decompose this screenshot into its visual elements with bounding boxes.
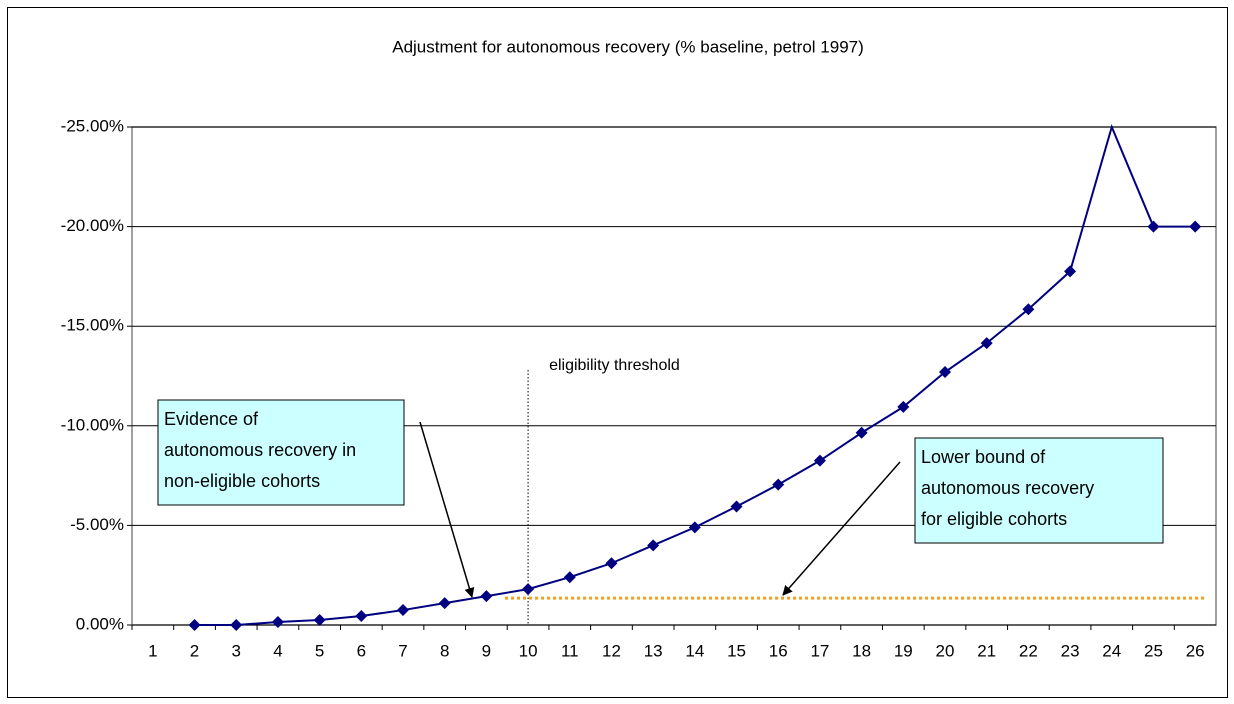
x-tick-label: 26 — [1186, 641, 1205, 660]
x-tick-label: 5 — [315, 641, 324, 660]
x-tick-label: 4 — [273, 641, 282, 660]
chart-border — [7, 7, 1228, 698]
annotation-box — [157, 399, 405, 506]
data-marker — [605, 557, 618, 570]
x-tick-label: 21 — [977, 641, 996, 660]
data-marker — [355, 610, 368, 623]
x-tick-label: 19 — [894, 641, 913, 660]
threshold-label: eligibility threshold — [549, 357, 680, 374]
data-marker — [855, 426, 868, 439]
annotation-text: non-eligible cohorts — [164, 471, 320, 491]
x-tick-label: 1 — [148, 641, 157, 660]
data-marker — [230, 619, 243, 631]
annotation-arrow — [782, 461, 901, 596]
annotation-text: Lower bound of — [921, 447, 1046, 467]
data-marker — [313, 614, 326, 627]
data-marker — [480, 590, 493, 603]
y-tick-label: -20.00% — [61, 216, 124, 235]
x-tick-label: 10 — [519, 641, 538, 660]
x-tick-label: 25 — [1144, 641, 1163, 660]
data-marker — [397, 604, 409, 617]
data-marker — [438, 597, 451, 610]
x-tick-label: 14 — [685, 641, 704, 660]
data-marker — [730, 500, 743, 513]
x-tick-label: 6 — [357, 641, 366, 660]
annotation-text: autonomous recovery — [921, 478, 1094, 498]
x-tick-label: 18 — [852, 641, 871, 660]
y-tick-label: -15.00% — [61, 316, 124, 335]
x-tick-label: 8 — [440, 641, 449, 660]
data-marker — [522, 583, 535, 596]
y-tick-label: -5.00% — [70, 515, 124, 534]
annotation-text: Evidence of — [164, 409, 259, 429]
data-marker — [939, 366, 951, 379]
data-marker — [772, 478, 785, 491]
data-marker — [1064, 265, 1077, 278]
data-marker — [980, 337, 993, 350]
x-tick-label: 13 — [644, 641, 663, 660]
y-tick-label: -25.00% — [61, 116, 124, 135]
x-tick-label: 12 — [602, 641, 621, 660]
x-tick-label: 20 — [936, 641, 955, 660]
data-marker — [271, 616, 284, 629]
x-tick-label: 17 — [810, 641, 829, 660]
x-tick-label: 16 — [769, 641, 788, 660]
data-marker — [1022, 303, 1035, 316]
data-marker — [1189, 220, 1202, 233]
y-tick-label: 0.00% — [76, 614, 124, 633]
y-tick-label: -10.00% — [61, 415, 124, 434]
data-marker — [688, 521, 701, 534]
x-tick-label: 2 — [190, 641, 199, 660]
annotation-arrow — [419, 421, 475, 598]
x-tick-label: 24 — [1102, 641, 1121, 660]
chart-title: Adjustment for autonomous recovery (% ba… — [392, 37, 864, 56]
x-tick-label: 22 — [1019, 641, 1038, 660]
annotation-text: autonomous recovery in — [164, 440, 356, 460]
annotation-box — [914, 437, 1164, 544]
x-tick-label: 15 — [727, 641, 746, 660]
annotation-text: for eligible cohorts — [921, 509, 1067, 529]
data-marker — [563, 571, 576, 584]
x-tick-label: 23 — [1061, 641, 1080, 660]
x-tick-label: 7 — [398, 641, 407, 660]
x-tick-label: 9 — [482, 641, 491, 660]
data-marker — [188, 619, 201, 631]
x-tick-label: 11 — [561, 641, 579, 660]
x-tick-label: 3 — [231, 641, 240, 660]
data-marker — [1147, 220, 1160, 233]
data-marker — [813, 454, 826, 467]
data-marker — [897, 400, 910, 413]
data-marker — [647, 539, 660, 552]
